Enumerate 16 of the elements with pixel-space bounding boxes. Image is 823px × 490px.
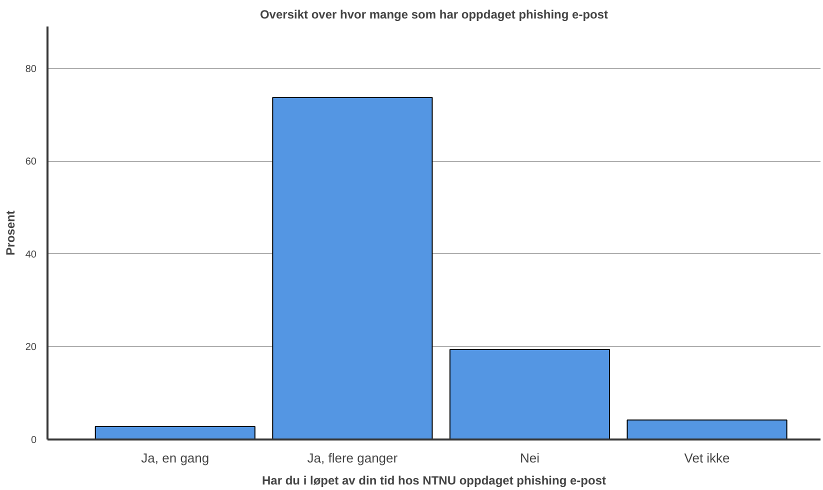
y-tick-label: 40: [25, 249, 37, 260]
bar: [626, 420, 788, 440]
y-tick-label: 0: [30, 435, 37, 446]
y-tick-label: 80: [25, 64, 37, 75]
x-tick-label: Vet ikke: [684, 450, 730, 466]
y-axis-title: Prosent: [3, 210, 18, 256]
x-tick-label: Ja, flere ganger: [307, 450, 398, 466]
x-tick-label: Nei: [520, 450, 540, 466]
chart-title: Oversikt over hvor mange som har oppdaget phishing e-post: [260, 8, 608, 22]
x-axis-title: Har du i løpet av din tid hos NTNU oppdaget phishing e-post: [262, 474, 606, 488]
y-tick-label: 60: [25, 156, 37, 168]
bar: [272, 97, 433, 440]
bar: [94, 426, 256, 440]
bar: [449, 348, 610, 440]
y-tick-label: 20: [25, 342, 37, 354]
x-tick-label: Ja, en gang: [141, 450, 210, 466]
